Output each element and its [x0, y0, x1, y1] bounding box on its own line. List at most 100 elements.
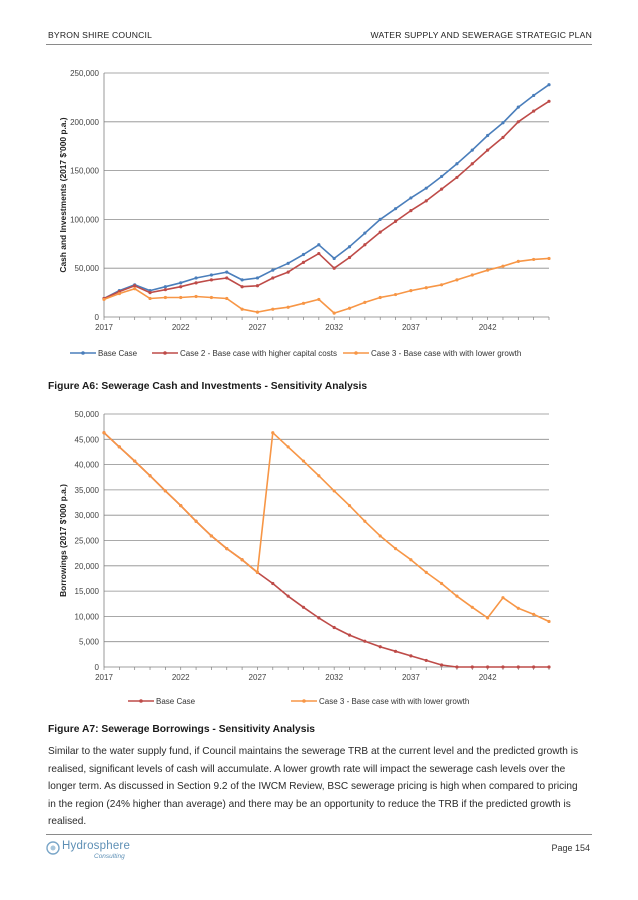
- data-point: [317, 297, 321, 302]
- data-point: [532, 612, 536, 616]
- x-tick-label: 2032: [325, 673, 343, 682]
- data-point: [347, 245, 352, 249]
- data-point: [347, 255, 352, 260]
- legend-marker: [302, 699, 306, 703]
- data-point: [486, 133, 490, 138]
- header-document-title: WATER SUPPLY AND SEWERAGE STRATEGIC PLAN: [370, 30, 592, 40]
- legend-label: Base Case: [98, 349, 138, 358]
- data-point: [301, 252, 306, 257]
- legend-label: Case 3 - Base case with with lower growt…: [319, 697, 469, 706]
- data-point: [194, 276, 198, 280]
- data-point: [516, 665, 520, 669]
- series-line: [103, 100, 550, 300]
- data-point: [163, 285, 167, 289]
- y-tick-label: 200,000: [70, 118, 99, 127]
- y-tick-label: 5,000: [79, 638, 100, 647]
- data-point: [148, 474, 152, 478]
- figure-a6-caption: Figure A6: Sewerage Cash and Investments…: [48, 381, 368, 392]
- data-point: [332, 311, 336, 315]
- data-point: [209, 278, 214, 282]
- legend: Base Case Case 2 - Base case with higher …: [70, 349, 521, 358]
- data-point: [286, 445, 290, 449]
- data-point: [363, 243, 367, 247]
- legend-marker: [139, 699, 143, 703]
- data-point: [148, 296, 152, 301]
- data-point: [516, 120, 520, 124]
- data-point: [255, 276, 260, 280]
- borrowings-chart: 0 5,000 10,000 15,000 20,000 25,000 30,000 35,0…: [58, 410, 551, 706]
- data-point: [117, 445, 121, 449]
- data-point: [455, 278, 459, 282]
- y-tick-label: 25,000: [75, 537, 100, 546]
- y-tick-label: 40,000: [75, 461, 100, 470]
- data-point: [424, 199, 428, 203]
- page-number: Page 154: [551, 843, 590, 853]
- legend-marker: [354, 351, 358, 355]
- data-point: [240, 558, 244, 562]
- data-point: [163, 489, 167, 493]
- data-point: [532, 257, 536, 262]
- data-point: [378, 217, 382, 221]
- data-point: [332, 256, 336, 261]
- y-tick-label: 50,000: [75, 264, 100, 273]
- data-point: [347, 633, 352, 637]
- data-point: [194, 294, 198, 299]
- paragraph-text: Similar to the water supply fund, if Cou…: [48, 746, 579, 827]
- data-point: [271, 276, 275, 280]
- data-point: [286, 594, 290, 598]
- y-tick-label: 100,000: [70, 215, 99, 224]
- data-point: [255, 570, 260, 574]
- data-point: [409, 196, 413, 200]
- data-point: [501, 665, 505, 669]
- data-point: [225, 296, 229, 301]
- data-point: [409, 289, 413, 293]
- data-point: [301, 605, 306, 609]
- data-point: [501, 121, 505, 125]
- data-point: [378, 295, 382, 300]
- series-line: [103, 432, 549, 668]
- data-point: [317, 243, 321, 247]
- data-point: [363, 639, 367, 643]
- data-point: [194, 519, 198, 523]
- data-point: [547, 256, 551, 261]
- data-point: [271, 431, 275, 435]
- legend-label: Case 3 - Base case with with lower growt…: [371, 349, 521, 358]
- data-point: [240, 285, 244, 289]
- series-base-case: [102, 431, 551, 669]
- data-point: [363, 231, 367, 235]
- data-point: [409, 654, 413, 658]
- y-tick-label: 35,000: [75, 486, 100, 495]
- data-point: [470, 665, 474, 669]
- data-point: [209, 534, 214, 538]
- data-point: [547, 99, 551, 103]
- x-tick-label: 2032: [325, 323, 343, 332]
- x-tick-label: 2037: [402, 323, 420, 332]
- data-point: [424, 186, 428, 190]
- data-point: [439, 581, 444, 586]
- x-tick-label: 2037: [402, 673, 420, 682]
- data-point: [439, 174, 444, 179]
- data-point: [133, 459, 137, 463]
- data-point: [286, 270, 290, 274]
- x-tick-label: 2027: [249, 323, 267, 332]
- data-point: [393, 649, 398, 653]
- header-organisation: BYRON SHIRE COUNCIL: [48, 30, 153, 40]
- data-point: [378, 230, 382, 234]
- logo-subtitle: Consulting: [94, 853, 125, 860]
- data-point: [470, 273, 474, 277]
- data-point: [532, 109, 536, 113]
- y-tick-label: 45,000: [75, 435, 100, 444]
- legend-marker: [81, 351, 85, 355]
- data-point: [486, 148, 490, 152]
- data-point: [179, 295, 183, 300]
- data-point: [378, 534, 382, 538]
- data-point: [424, 570, 428, 574]
- data-point: [470, 162, 474, 166]
- legend: Base Case Case 3 - Base case with with lo…: [128, 697, 469, 706]
- data-point: [532, 665, 536, 669]
- logo-name: Hydrosphere: [62, 840, 131, 852]
- data-point: [486, 268, 490, 272]
- data-point: [148, 291, 152, 295]
- data-point: [225, 546, 229, 551]
- y-axis-label: Cash and Investments (2017 $'000 p.a.): [58, 117, 68, 272]
